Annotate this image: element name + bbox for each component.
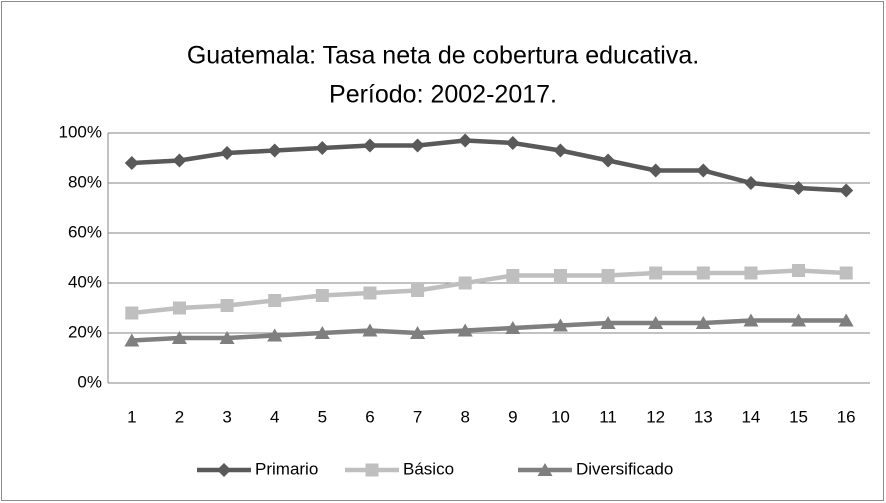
data-point	[648, 163, 663, 178]
data-point	[648, 316, 664, 329]
data-point	[696, 163, 711, 178]
data-point	[601, 269, 615, 282]
x-tick-label: 8	[460, 407, 469, 426]
x-tick-label: 1	[127, 407, 136, 426]
data-point	[458, 133, 473, 148]
data-point	[695, 316, 711, 329]
data-point	[792, 264, 806, 277]
data-point	[267, 143, 282, 158]
x-tick-label: 16	[837, 407, 856, 426]
x-tick-label: 6	[365, 407, 374, 426]
data-point	[743, 313, 759, 327]
y-tick-label: 100%	[59, 122, 102, 141]
data-point	[649, 266, 663, 280]
legend-label: Diversificado	[576, 459, 673, 478]
data-point	[362, 323, 378, 337]
legend-marker	[217, 463, 231, 477]
data-point	[458, 276, 472, 290]
x-tick-label: 9	[508, 407, 517, 426]
data-point	[791, 313, 807, 327]
data-point	[553, 143, 568, 158]
data-point	[505, 136, 520, 150]
data-point	[124, 333, 140, 347]
x-tick-label: 11	[599, 407, 617, 426]
data-point	[315, 141, 330, 155]
data-point	[838, 313, 854, 327]
data-point	[219, 331, 235, 344]
data-point	[410, 138, 425, 153]
data-point	[171, 331, 187, 344]
chart-title: Guatemala: Tasa neta de cobertura educat…	[187, 42, 699, 70]
data-point	[315, 289, 329, 302]
legend-marker	[537, 463, 553, 476]
y-tick-label: 60%	[68, 222, 102, 241]
data-point	[696, 266, 710, 280]
data-point	[744, 266, 758, 280]
data-point	[410, 326, 426, 339]
series-line	[131, 318, 847, 343]
x-tick-label: 3	[222, 407, 231, 426]
data-point	[505, 321, 521, 334]
series-line	[131, 138, 847, 193]
data-point	[125, 306, 139, 320]
x-tick-label: 14	[741, 407, 760, 426]
data-point	[220, 299, 234, 312]
data-point	[172, 301, 186, 315]
chart-title: Período: 2002-2017.	[329, 81, 557, 109]
data-point	[124, 156, 139, 170]
y-tick-label: 20%	[68, 322, 102, 341]
data-point	[839, 183, 854, 198]
x-tick-label: 5	[318, 407, 327, 426]
y-tick-label: 0%	[77, 372, 102, 391]
data-point	[267, 328, 283, 342]
legend-label: Básico	[403, 459, 454, 478]
x-tick-label: 10	[551, 407, 570, 426]
y-tick-label: 80%	[68, 172, 102, 191]
x-tick-label: 7	[413, 407, 422, 426]
data-point	[457, 323, 473, 337]
x-tick-label: 4	[270, 407, 279, 426]
legend-marker	[365, 463, 379, 477]
data-point	[552, 318, 568, 332]
data-point	[743, 176, 758, 190]
x-tick-label: 12	[646, 407, 665, 426]
y-tick-label: 40%	[68, 272, 102, 291]
data-point	[839, 266, 853, 280]
data-point	[553, 269, 567, 282]
series-line	[131, 268, 847, 316]
data-point	[268, 294, 282, 307]
data-point	[411, 284, 425, 297]
data-point	[506, 269, 520, 282]
data-point	[791, 181, 806, 195]
x-tick-label: 13	[694, 407, 713, 426]
x-tick-label: 2	[175, 407, 184, 426]
data-point	[600, 316, 616, 329]
data-point	[363, 286, 377, 300]
data-point	[601, 153, 616, 168]
data-point	[314, 326, 330, 339]
data-point	[220, 146, 235, 160]
data-point	[362, 138, 377, 153]
data-point	[172, 153, 187, 168]
x-tick-label: 15	[789, 407, 808, 426]
legend-label: Primario	[255, 459, 318, 478]
